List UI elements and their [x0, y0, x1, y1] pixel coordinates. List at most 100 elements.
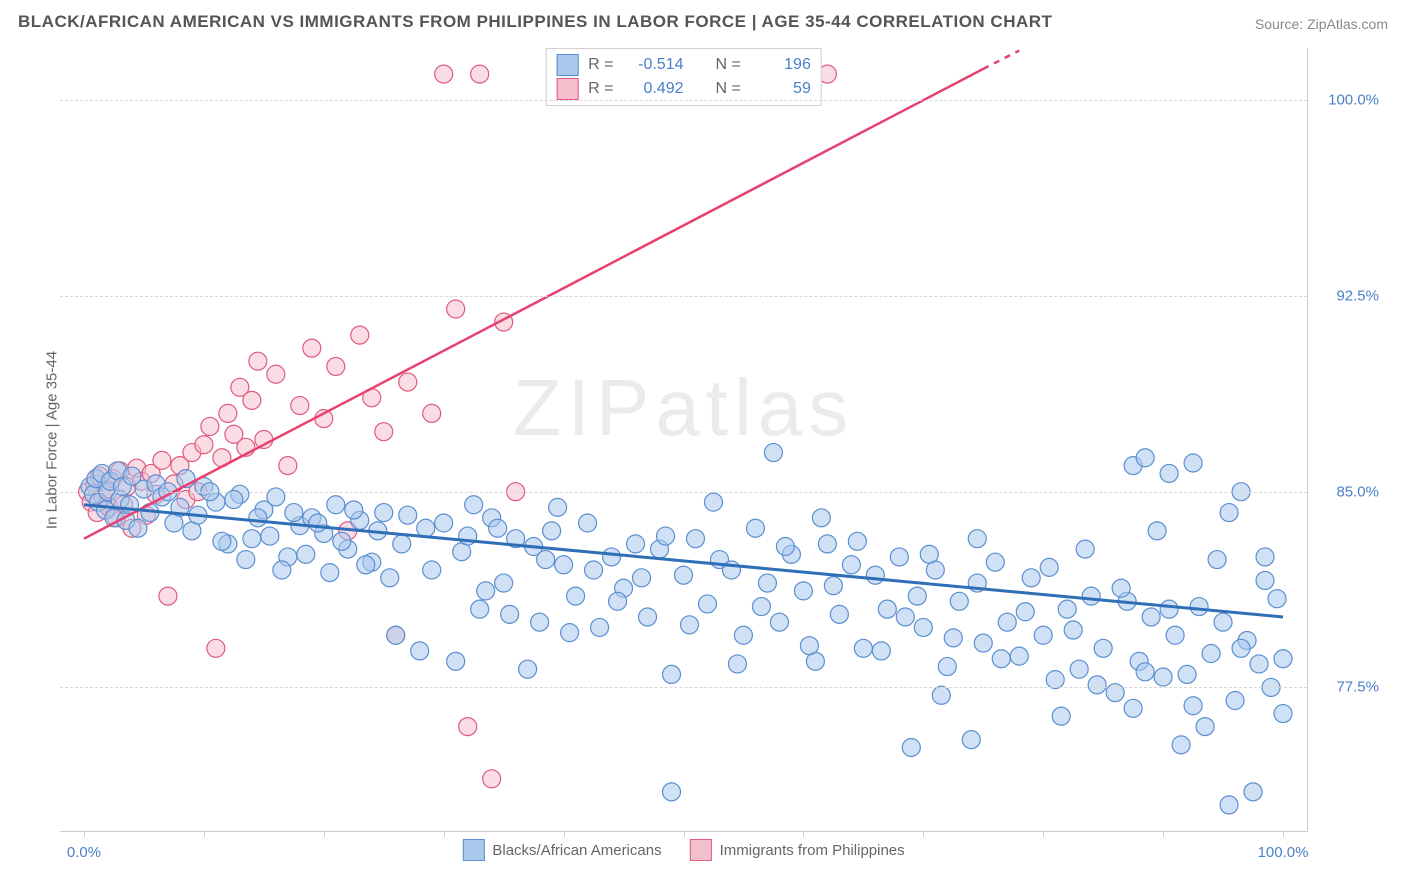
data-point — [1244, 783, 1262, 801]
gridline — [60, 100, 1307, 101]
data-point — [1112, 579, 1130, 597]
data-point — [411, 642, 429, 660]
data-point — [483, 770, 501, 788]
data-point — [267, 488, 285, 506]
data-point — [812, 509, 830, 527]
chart-title: BLACK/AFRICAN AMERICAN VS IMMIGRANTS FRO… — [18, 12, 1052, 32]
data-point — [1046, 671, 1064, 689]
data-point — [435, 514, 453, 532]
data-point — [680, 616, 698, 634]
data-point — [1226, 692, 1244, 710]
data-point — [1166, 626, 1184, 644]
data-point — [1064, 621, 1082, 639]
data-point — [447, 652, 465, 670]
data-point — [1232, 639, 1250, 657]
data-point — [734, 626, 752, 644]
x-tick — [684, 831, 685, 837]
x-tick-label: 0.0% — [67, 844, 101, 861]
data-point — [1058, 600, 1076, 618]
data-point — [663, 783, 681, 801]
data-point — [459, 718, 477, 736]
data-point — [758, 574, 776, 592]
data-point — [1274, 705, 1292, 723]
data-point — [261, 527, 279, 545]
data-point — [1148, 522, 1166, 540]
data-point — [1274, 650, 1292, 668]
data-point — [567, 587, 585, 605]
data-point — [207, 639, 225, 657]
x-tick — [1043, 831, 1044, 837]
data-point — [555, 556, 573, 574]
data-point — [902, 738, 920, 756]
data-point — [249, 352, 267, 370]
data-point — [657, 527, 675, 545]
data-point — [327, 357, 345, 375]
data-point — [776, 538, 794, 556]
data-point — [830, 605, 848, 623]
data-point — [842, 556, 860, 574]
data-point — [243, 391, 261, 409]
data-point — [1184, 697, 1202, 715]
data-point — [800, 637, 818, 655]
data-point — [633, 569, 651, 587]
data-point — [1076, 540, 1094, 558]
data-point — [770, 613, 788, 631]
data-point — [291, 397, 309, 415]
data-point — [1256, 548, 1274, 566]
legend-swatch-1 — [462, 839, 484, 861]
data-point — [159, 587, 177, 605]
stats-row-2: R = 0.492 N = 59 — [556, 77, 811, 101]
data-point — [333, 532, 351, 550]
data-point — [219, 404, 237, 422]
data-point — [818, 535, 836, 553]
data-point — [249, 509, 267, 527]
trend-line — [84, 505, 1283, 617]
data-point — [273, 561, 291, 579]
data-point — [549, 498, 567, 516]
data-point — [393, 535, 411, 553]
data-point — [1034, 626, 1052, 644]
data-point — [543, 522, 561, 540]
data-point — [752, 598, 770, 616]
r-value-1: -0.514 — [624, 53, 684, 77]
x-tick — [923, 831, 924, 837]
data-point — [1022, 569, 1040, 587]
x-tick — [803, 831, 804, 837]
data-point — [201, 417, 219, 435]
data-point — [728, 655, 746, 673]
data-point — [896, 608, 914, 626]
data-point — [986, 553, 1004, 571]
data-point — [399, 373, 417, 391]
data-point — [303, 339, 321, 357]
data-point — [1220, 504, 1238, 522]
data-point — [1052, 707, 1070, 725]
data-point — [609, 592, 627, 610]
data-point — [399, 506, 417, 524]
data-point — [423, 404, 441, 422]
data-point — [345, 501, 363, 519]
data-point — [944, 629, 962, 647]
stats-swatch-2 — [556, 78, 578, 100]
data-point — [375, 504, 393, 522]
data-point — [465, 496, 483, 514]
data-point — [519, 660, 537, 678]
n-label: N = — [716, 53, 741, 77]
data-point — [381, 569, 399, 587]
r-label: R = — [588, 53, 613, 77]
data-point — [309, 514, 327, 532]
data-point — [1202, 645, 1220, 663]
data-point — [285, 504, 303, 522]
data-point — [794, 582, 812, 600]
legend-item-2: Immigrants from Philippines — [690, 839, 905, 861]
data-point — [1178, 665, 1196, 683]
data-point — [1160, 600, 1178, 618]
x-tick — [324, 831, 325, 837]
data-point — [129, 519, 147, 537]
y-tick-label: 92.5% — [1336, 287, 1379, 304]
data-point — [932, 686, 950, 704]
data-point — [675, 566, 693, 584]
trend-line — [84, 69, 983, 539]
stats-swatch-1 — [556, 54, 578, 76]
x-tick — [84, 831, 85, 837]
data-point — [824, 577, 842, 595]
